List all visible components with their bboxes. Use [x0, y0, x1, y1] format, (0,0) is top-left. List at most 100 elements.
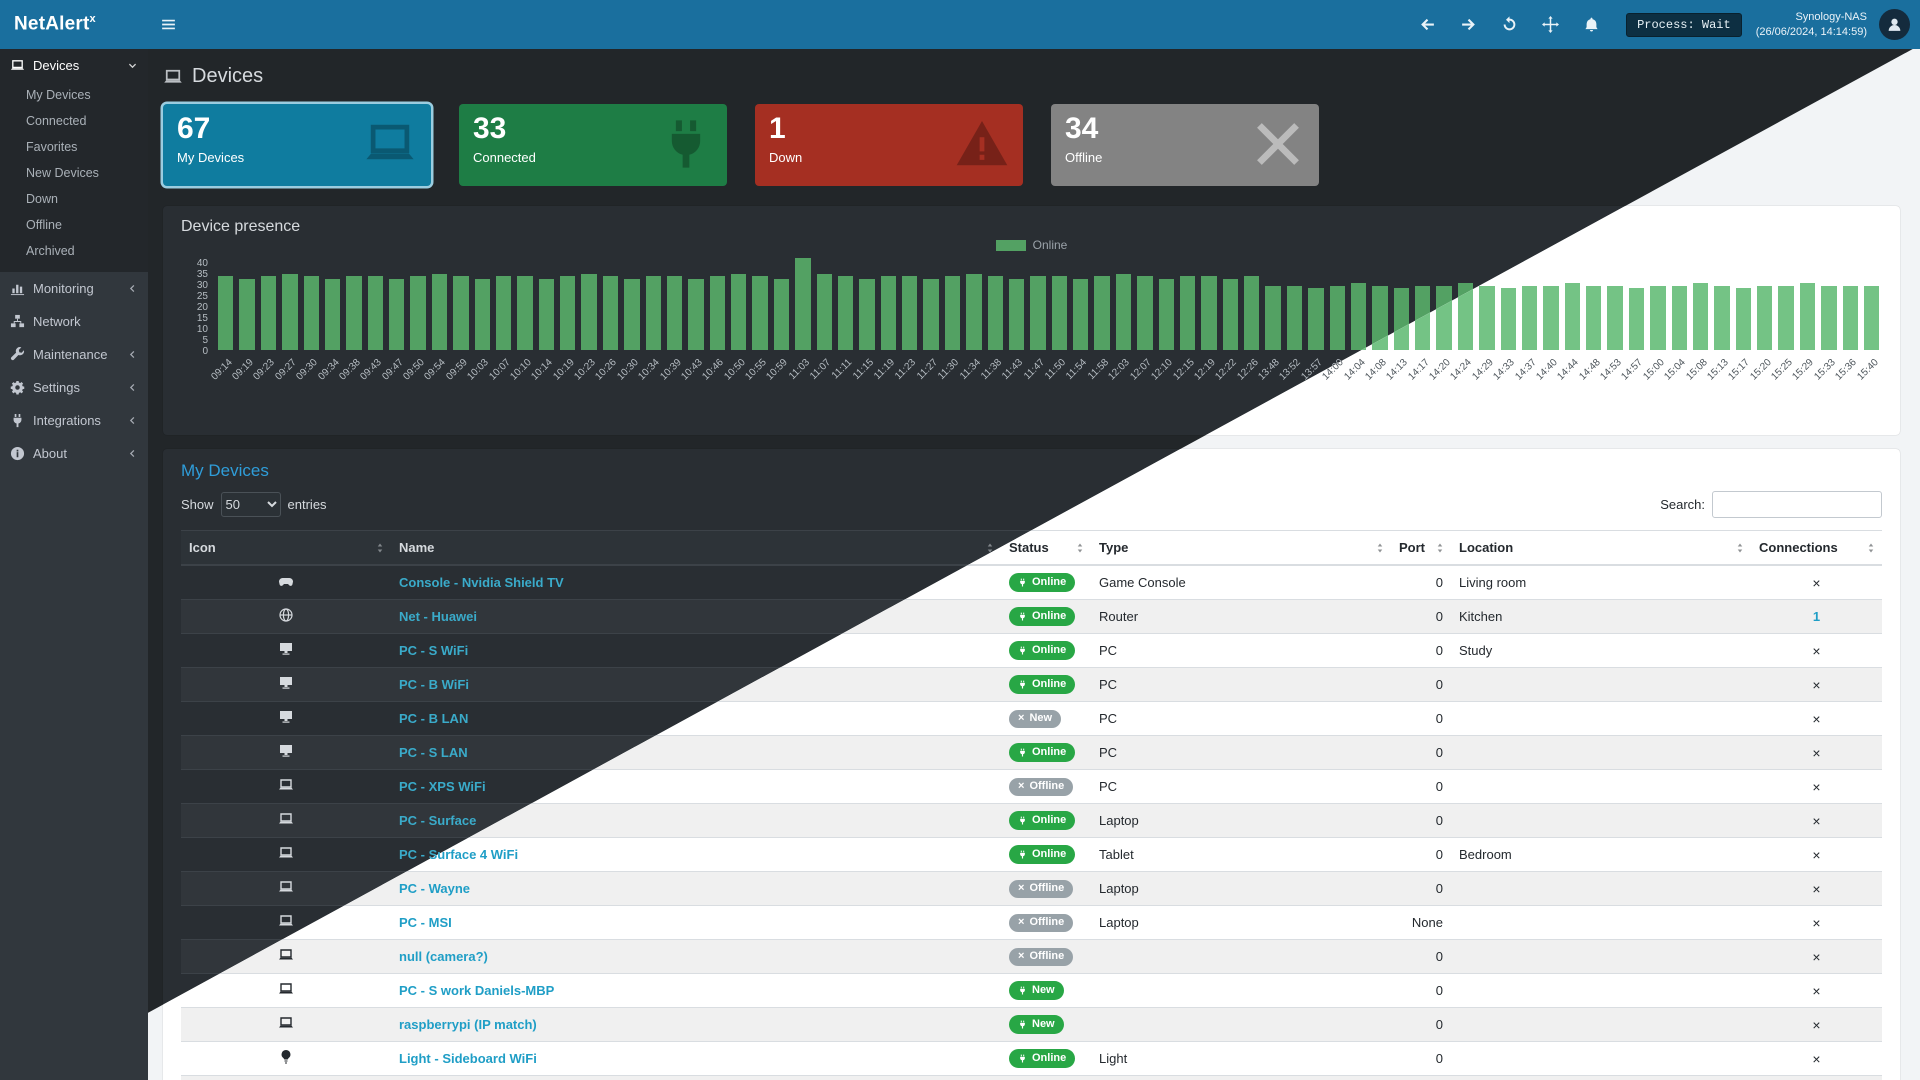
chart-bar[interactable]: [1692, 283, 1709, 350]
column-header-connections[interactable]: Connections: [1751, 530, 1882, 566]
chart-bar[interactable]: [389, 278, 405, 350]
device-name-link[interactable]: Net - Huawei: [399, 609, 478, 624]
chart-bar[interactable]: [581, 274, 597, 350]
chart-bar[interactable]: [346, 276, 362, 350]
chart-bar[interactable]: [303, 276, 319, 350]
column-header-status[interactable]: Status: [1001, 530, 1091, 566]
chart-bar[interactable]: [1821, 285, 1837, 350]
sidebar-item-devices[interactable]: Devices: [0, 49, 148, 82]
chart-bar[interactable]: [795, 258, 811, 350]
summary-box-my-devices[interactable]: 67 My Devices: [163, 104, 431, 186]
chart-bar[interactable]: [666, 276, 683, 350]
chart-bar[interactable]: [560, 276, 576, 350]
chart-bar[interactable]: [880, 276, 896, 350]
column-header-port[interactable]: Port: [1391, 530, 1451, 566]
sidebar-item-settings[interactable]: Settings: [0, 371, 148, 404]
sidebar-subitem-down[interactable]: Down: [26, 192, 58, 206]
chart-bar[interactable]: [602, 276, 619, 350]
chart-bar[interactable]: [1735, 287, 1751, 350]
chart-bar[interactable]: [944, 276, 961, 350]
chart-bar[interactable]: [218, 276, 234, 350]
chart-bar[interactable]: [837, 276, 854, 350]
chart-bar[interactable]: [1778, 285, 1794, 350]
sidebar-subitem-favorites[interactable]: Favorites: [26, 140, 78, 154]
chart-bar[interactable]: [1671, 285, 1687, 350]
chart-bar[interactable]: [1115, 274, 1132, 350]
column-header-location[interactable]: Location: [1451, 530, 1751, 566]
chart-bar[interactable]: [773, 278, 790, 350]
chart-bar[interactable]: [260, 276, 277, 350]
device-name-link[interactable]: PC - S WiFi: [399, 643, 469, 658]
summary-box-connected[interactable]: 33 Connected: [459, 104, 727, 186]
chart-bar[interactable]: [453, 276, 469, 350]
device-name-link[interactable]: PC - S work Daniels-MBP: [399, 983, 555, 998]
chart-bar[interactable]: [1308, 287, 1324, 350]
device-name-link[interactable]: Console - Nvidia Shield TV: [399, 575, 564, 590]
chart-bar[interactable]: [538, 278, 554, 350]
chart-bar[interactable]: [923, 278, 939, 350]
chart-bar[interactable]: [1479, 285, 1495, 350]
chart-bar[interactable]: [1521, 285, 1538, 350]
sidebar-item-maintenance[interactable]: Maintenance: [0, 338, 148, 371]
chart-bar[interactable]: [1863, 285, 1880, 350]
chart-bar[interactable]: [495, 276, 512, 350]
device-name-link[interactable]: null (camera?): [399, 949, 488, 964]
entries-select[interactable]: 50: [220, 492, 281, 517]
sidebar-subitem-offline[interactable]: Offline: [26, 218, 62, 232]
device-name-link[interactable]: PC - B WiFi: [399, 677, 469, 692]
chart-bar[interactable]: [1030, 276, 1046, 350]
move-window-button[interactable]: [1530, 8, 1571, 41]
connections-count-link[interactable]: 1: [1812, 609, 1821, 624]
chart-bar[interactable]: [1457, 283, 1474, 350]
chart-bar[interactable]: [474, 278, 490, 350]
sidebar-subitem-new-devices[interactable]: New Devices: [26, 166, 99, 180]
sidebar-subitem-my-devices[interactable]: My Devices: [26, 88, 91, 102]
device-name-link[interactable]: Light - Sideboard WiFi: [399, 1051, 537, 1066]
chart-bar[interactable]: [709, 276, 725, 350]
nav-forward-button[interactable]: [1448, 8, 1489, 41]
device-name-link[interactable]: PC - XPS WiFi: [399, 779, 486, 794]
search-input[interactable]: [1712, 491, 1882, 518]
chart-bar[interactable]: [324, 278, 341, 350]
summary-box-offline[interactable]: 34 Offline: [1051, 104, 1319, 186]
chart-bar[interactable]: [1650, 285, 1666, 350]
chart-bar[interactable]: [1137, 276, 1153, 350]
sidebar-subitem-connected[interactable]: Connected: [26, 114, 87, 128]
device-name-link[interactable]: PC - B LAN: [399, 711, 469, 726]
column-header-type[interactable]: Type: [1091, 530, 1391, 566]
chart-bar[interactable]: [431, 274, 448, 350]
device-name-link[interactable]: PC - Surface: [399, 813, 477, 828]
chart-bar[interactable]: [1564, 283, 1580, 350]
chart-bar[interactable]: [1265, 285, 1281, 350]
chart-bar[interactable]: [1179, 276, 1196, 350]
chart-bar[interactable]: [410, 276, 426, 350]
chart-bar[interactable]: [987, 276, 1003, 350]
chart-bar[interactable]: [1757, 285, 1773, 350]
chart-bar[interactable]: [1500, 287, 1516, 350]
chart-bar[interactable]: [816, 274, 832, 350]
chart-bar[interactable]: [1628, 287, 1645, 350]
chart-bar[interactable]: [1350, 283, 1367, 350]
summary-box-down[interactable]: 1 Down: [755, 104, 1023, 186]
chart-bar[interactable]: [1201, 276, 1217, 350]
app-logo[interactable]: NetAlertx: [0, 13, 148, 35]
chart-bar[interactable]: [1372, 285, 1388, 350]
chart-bar[interactable]: [1607, 285, 1623, 350]
chart-bar[interactable]: [731, 274, 747, 350]
chart-bar[interactable]: [688, 278, 704, 350]
chart-bar[interactable]: [517, 276, 533, 350]
chart-bar[interactable]: [1586, 285, 1602, 350]
device-name-link[interactable]: PC - MSI: [399, 915, 452, 930]
chart-bar[interactable]: [902, 276, 918, 350]
chart-bar[interactable]: [1329, 285, 1345, 350]
refresh-button[interactable]: [1489, 8, 1530, 41]
chart-bar[interactable]: [645, 276, 661, 350]
notifications-button[interactable]: [1571, 8, 1612, 41]
chart-bar[interactable]: [1073, 278, 1089, 350]
chart-bar[interactable]: [1222, 278, 1238, 350]
chart-bar[interactable]: [1008, 278, 1025, 350]
chart-bar[interactable]: [624, 278, 640, 350]
chart-bar[interactable]: [966, 274, 982, 350]
chart-bar[interactable]: [282, 274, 298, 350]
chart-bar[interactable]: [1158, 278, 1174, 350]
